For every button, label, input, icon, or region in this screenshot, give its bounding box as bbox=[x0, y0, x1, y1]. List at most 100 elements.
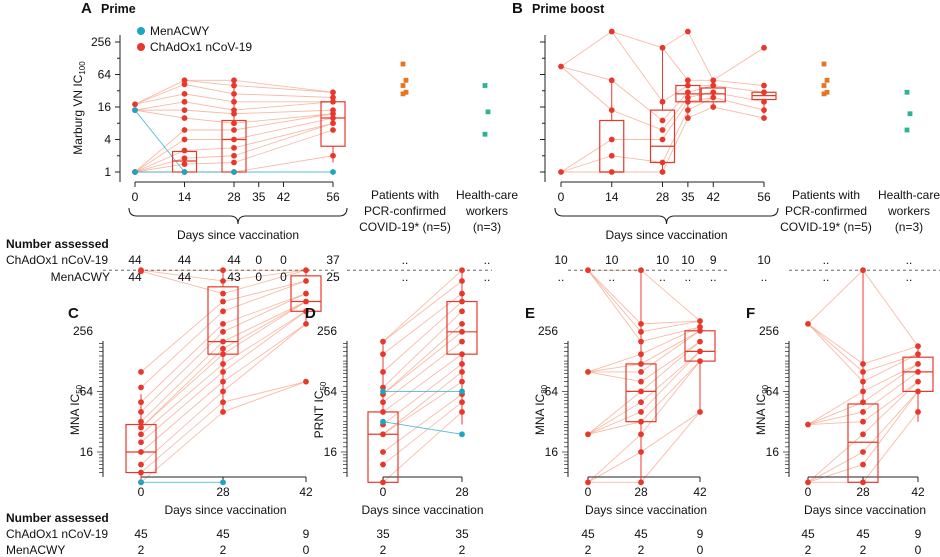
chadox-point bbox=[860, 409, 866, 415]
row-header-top: Number assessed bbox=[6, 237, 109, 251]
number-assessed-b-menacwy: .. bbox=[710, 270, 717, 284]
chadox-line bbox=[233, 113, 334, 131]
number-assessed-a-menacwy: .. bbox=[484, 270, 491, 284]
x-tick-label-c: 0 bbox=[138, 485, 145, 499]
chadox-line bbox=[862, 381, 919, 435]
reference-marker-covid bbox=[400, 61, 406, 67]
x-tick-label-a: 28 bbox=[227, 190, 241, 204]
chadox-point bbox=[231, 98, 237, 105]
x-tick-label-e: 0 bbox=[585, 485, 592, 499]
chadox-point bbox=[459, 308, 465, 315]
reference-marker-covid bbox=[400, 91, 406, 97]
number-assessed-a-chadox: 44 bbox=[227, 253, 241, 267]
number-assessed-e-chadox: 9 bbox=[697, 527, 704, 541]
chadox-line bbox=[222, 269, 307, 282]
group-label-a-1: COVID-19* (n=5) bbox=[359, 220, 451, 234]
chadox-point bbox=[659, 98, 666, 105]
chadox-line bbox=[222, 310, 307, 365]
x-axis-label-a: Days since vaccination bbox=[177, 228, 299, 242]
chadox-point bbox=[585, 431, 591, 438]
group-label-a-2: workers bbox=[465, 204, 508, 218]
chadox-point bbox=[684, 82, 691, 89]
chadox-line bbox=[184, 155, 235, 159]
chadox-point bbox=[459, 399, 465, 406]
chadox-point bbox=[608, 107, 615, 114]
chadox-point bbox=[585, 368, 591, 375]
chadox-line bbox=[862, 391, 919, 465]
x-tick-label-e: 42 bbox=[693, 485, 707, 499]
chadox-line bbox=[184, 101, 235, 111]
chadox-line bbox=[587, 421, 642, 435]
chadox-point bbox=[220, 399, 226, 406]
reference-marker-hcw bbox=[907, 111, 913, 117]
number-assessed-d-menacwy: 2 bbox=[380, 543, 387, 557]
chadox-point bbox=[915, 378, 921, 385]
chadox-line bbox=[222, 269, 307, 294]
chadox-line bbox=[640, 326, 701, 343]
chadox-line bbox=[382, 393, 463, 453]
y-axis-label-c: MNA IC50 bbox=[68, 384, 84, 435]
chadox-point bbox=[638, 479, 644, 486]
chadox-line bbox=[222, 310, 307, 373]
chadox-point bbox=[915, 368, 921, 375]
number-assessed-e-menacwy: 0 bbox=[697, 543, 704, 557]
reference-marker-covid bbox=[824, 89, 830, 95]
chadox-point bbox=[860, 267, 866, 274]
chadox-line bbox=[140, 310, 224, 388]
number-assessed-a-menacwy: 43 bbox=[227, 270, 241, 284]
chadox-line bbox=[587, 411, 642, 435]
chadox-point bbox=[330, 94, 336, 101]
x-axis-label-e: Days since vaccination bbox=[585, 503, 707, 517]
x-tick-label-e: 28 bbox=[634, 485, 648, 499]
legend-chadox-label: ChAdOx1 nCoV-19 bbox=[150, 40, 252, 54]
chadox-line bbox=[134, 163, 185, 173]
chadox-line bbox=[222, 323, 307, 392]
number-assessed-b-menacwy: .. bbox=[906, 270, 913, 284]
number-assessed-b-menacwy: .. bbox=[608, 270, 615, 284]
group-label-a-2: Health-care bbox=[456, 188, 518, 202]
chadox-line bbox=[140, 348, 224, 428]
group-label-a-1: Patients with bbox=[371, 188, 439, 202]
number-assessed-a-chadox: 44 bbox=[178, 253, 192, 267]
chadox-line bbox=[662, 47, 689, 81]
chadox-line bbox=[662, 101, 689, 140]
chadox-line bbox=[560, 66, 613, 111]
chadox-line bbox=[662, 91, 689, 121]
chadox-point bbox=[697, 348, 703, 355]
menacwy-point bbox=[138, 479, 144, 486]
menacwy-point bbox=[220, 479, 226, 486]
number-assessed-b-chadox: 10 bbox=[554, 253, 568, 267]
y-tick-label-c: 64 bbox=[80, 384, 94, 398]
chadox-line bbox=[382, 411, 463, 483]
chadox-point bbox=[860, 388, 866, 395]
x-tick-label-a: 35 bbox=[252, 190, 266, 204]
chadox-point bbox=[220, 278, 226, 284]
menacwy-point bbox=[380, 388, 386, 395]
chadox-point bbox=[303, 298, 309, 305]
chadox-point bbox=[231, 159, 237, 166]
chadox-line bbox=[662, 117, 689, 173]
chadox-line bbox=[382, 341, 463, 403]
menacwy-point bbox=[459, 431, 465, 438]
chadox-point bbox=[638, 320, 644, 327]
chadox-point bbox=[220, 267, 226, 274]
number-assessed-c-chadox: 45 bbox=[216, 527, 230, 541]
chadox-line bbox=[807, 269, 864, 325]
chadox-line bbox=[611, 31, 663, 49]
menacwy-point bbox=[330, 169, 336, 175]
number-assessed-d-chadox: 35 bbox=[376, 527, 390, 541]
chadox-line bbox=[233, 122, 334, 157]
chadox-line bbox=[862, 363, 919, 403]
x-tick-label-d: 28 bbox=[455, 485, 469, 499]
chadox-point bbox=[915, 351, 921, 358]
chadox-line bbox=[807, 323, 864, 373]
number-assessed-c-menacwy: 2 bbox=[138, 543, 145, 557]
reference-marker-covid bbox=[821, 61, 827, 67]
chadox-point bbox=[915, 361, 921, 367]
chadox-point bbox=[181, 155, 188, 162]
chadox-point bbox=[860, 361, 866, 367]
chadox-line bbox=[640, 320, 701, 325]
chadox-point bbox=[761, 107, 767, 114]
chadox-line bbox=[134, 150, 185, 173]
chadox-line bbox=[184, 117, 235, 124]
